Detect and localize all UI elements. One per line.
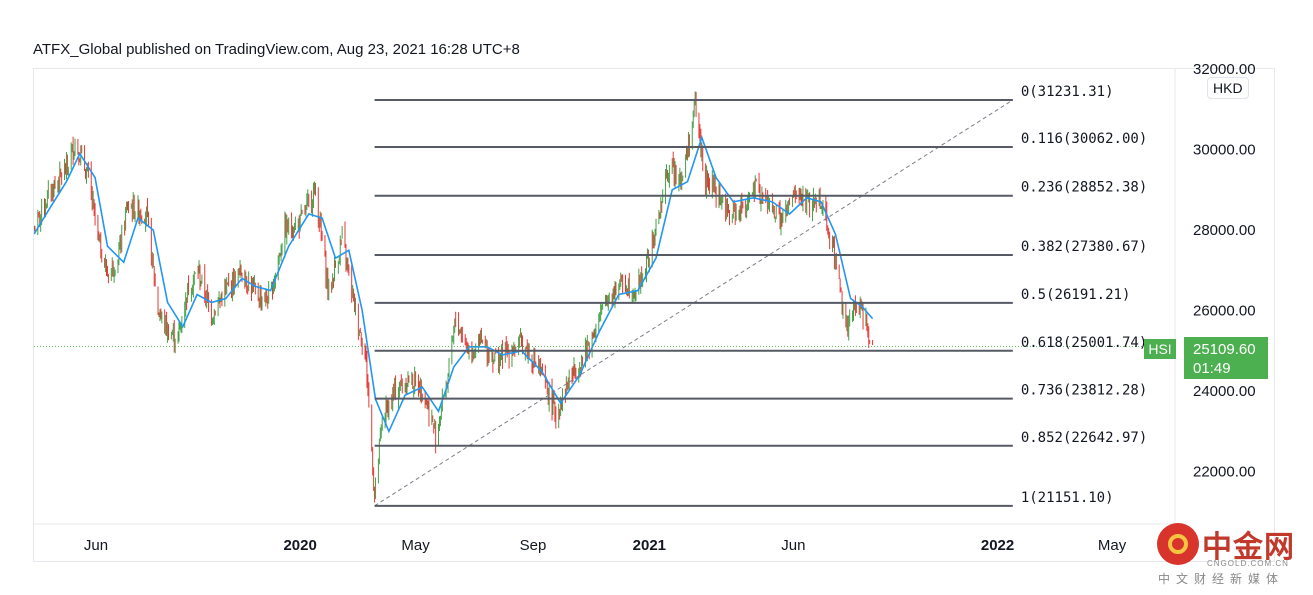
publisher-line: ATFX_Global published on TradingView.com… — [33, 41, 520, 58]
watermark-brand: 中金网 — [1202, 530, 1295, 565]
price-tick-label: 26000.00 — [1193, 303, 1256, 320]
time-tick-label: Jun — [84, 537, 108, 554]
time-tick-label: May — [401, 537, 430, 554]
fib-level-label: 0(31231.31) — [1021, 84, 1114, 100]
price-tick-label: 28000.00 — [1193, 222, 1256, 239]
fib-level-label: 0.736(23812.28) — [1021, 383, 1147, 399]
price-axis: 22000.00 24000.00 26000.00 28000.00 30000.00… — [1193, 61, 1256, 481]
watermark-domain: CNGOLD.COM.CN — [1207, 559, 1289, 568]
chart-frame — [33, 68, 1275, 562]
fib-level-label: 0.116(30062.00) — [1021, 131, 1147, 147]
time-tick-label: Jun — [781, 537, 805, 554]
time-axis: Jun 2020 May Sep 2021 Jun 2022 May — [84, 537, 1127, 554]
price-tick-label: 32000.00 — [1193, 61, 1256, 78]
fib-level-label: 1(21151.10) — [1021, 490, 1114, 506]
moving-average-line — [34, 135, 874, 434]
time-tick-label: 2022 — [981, 537, 1014, 554]
fibonacci-layer: 0(31231.31) 0.116(30062.00) 0.236(28852.38… — [374, 84, 1147, 507]
time-tick-label: May — [1098, 537, 1127, 554]
fib-level-label: 0.382(27380.67) — [1021, 239, 1147, 255]
last-price-box: 25109.60 01:49 — [1184, 337, 1268, 379]
candles-layer — [34, 91, 874, 503]
price-tick-label: 24000.00 — [1193, 383, 1256, 400]
fib-level-label: 0.5(26191.21) — [1021, 287, 1131, 303]
last-price-value: 25109.60 — [1193, 341, 1256, 358]
price-tick-label: 22000.00 — [1193, 464, 1256, 481]
watermark-tagline: 中文财经新媒体 — [1158, 572, 1285, 586]
currency-label[interactable]: HKD — [1207, 77, 1249, 99]
fib-level-label: 0.618(25001.74) — [1021, 335, 1147, 351]
price-tick-label: 30000.00 — [1193, 142, 1256, 159]
time-tick-label: 2020 — [283, 537, 316, 554]
symbol-badge: HSI — [1144, 339, 1176, 359]
bar-countdown: 01:49 — [1193, 360, 1231, 377]
cngold-logo-icon — [1157, 523, 1199, 565]
time-tick-label: Sep — [520, 537, 547, 554]
fib-level-label: 0.236(28852.38) — [1021, 180, 1147, 196]
fib-level-label: 0.852(22642.97) — [1021, 430, 1147, 446]
time-tick-label: 2021 — [633, 537, 666, 554]
